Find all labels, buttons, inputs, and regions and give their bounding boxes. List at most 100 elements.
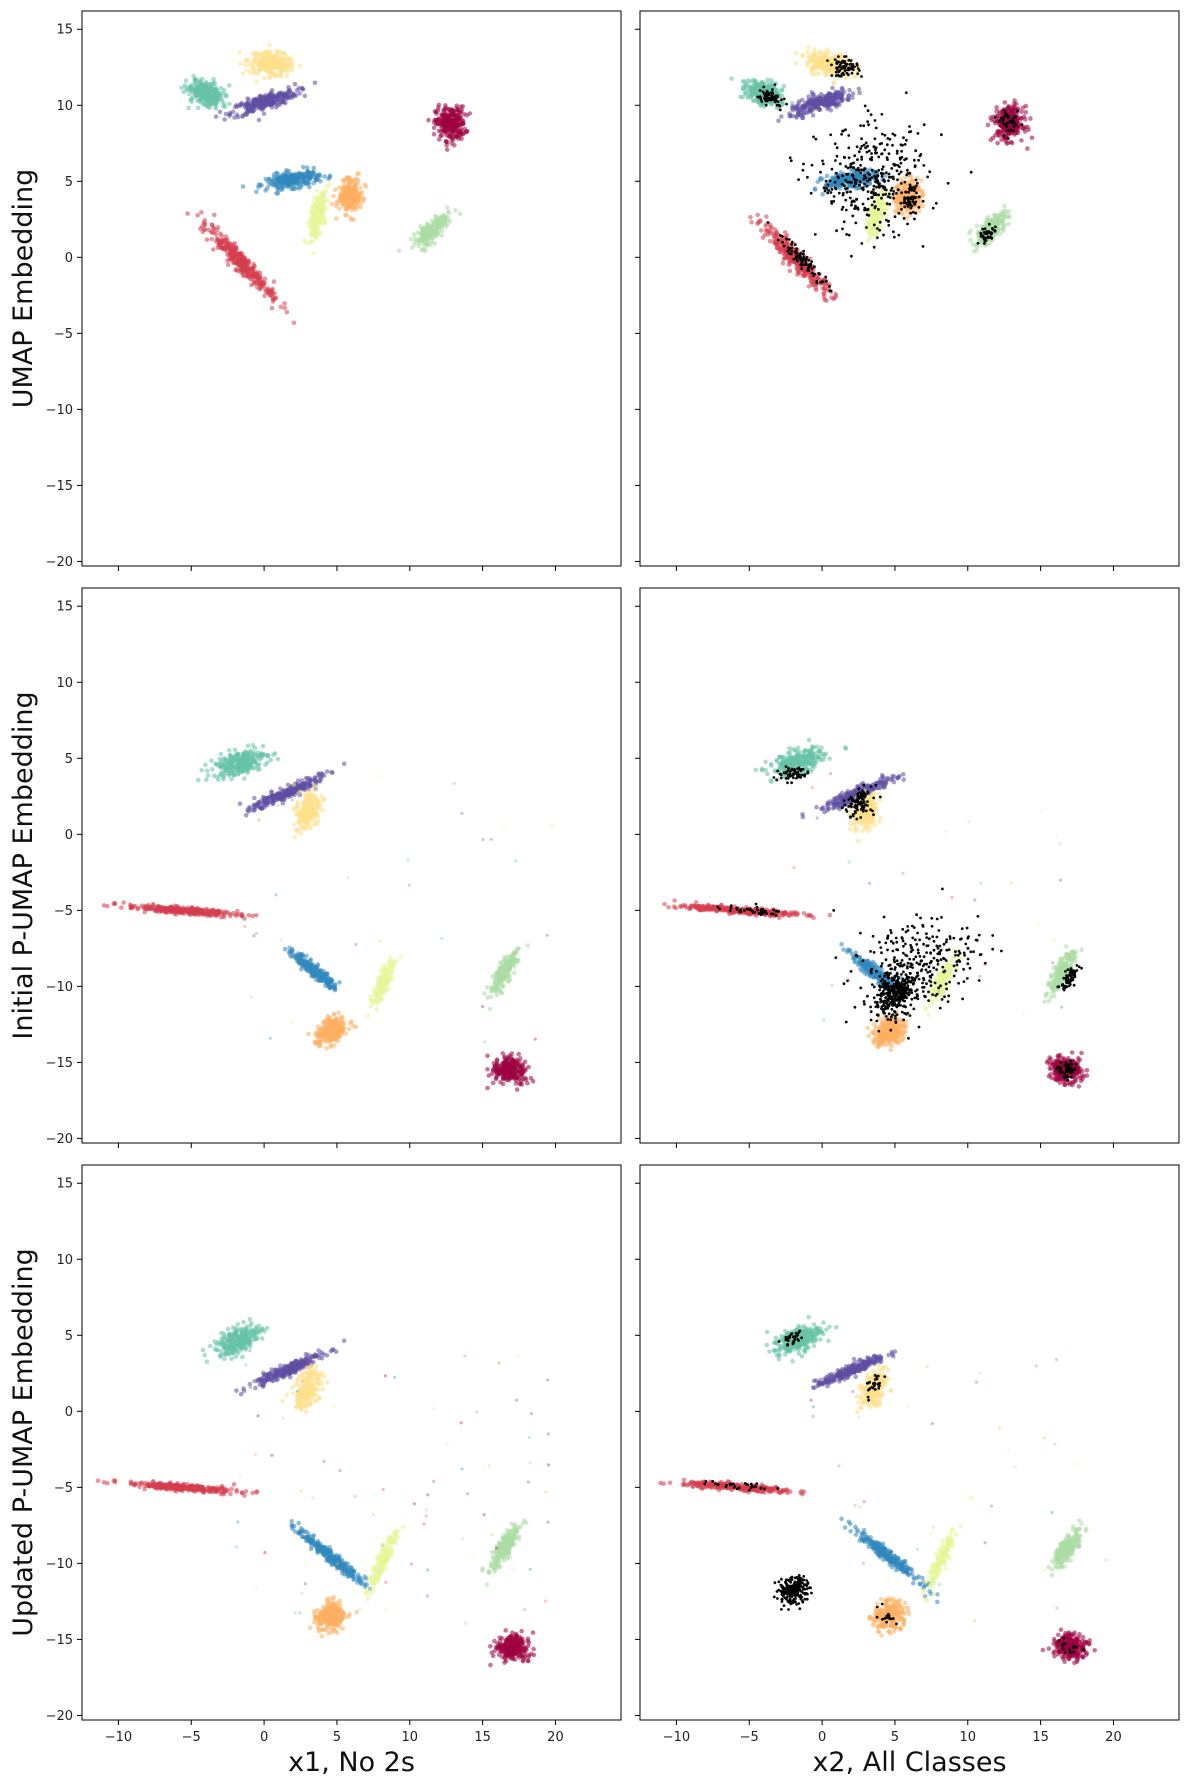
new-class-point (854, 221, 858, 225)
new-class-point (841, 59, 845, 63)
new-class-point (806, 175, 809, 179)
class-7-point (967, 230, 972, 236)
class-0-point (442, 130, 448, 136)
class-1-point (245, 268, 251, 274)
class-5-point (830, 65, 835, 71)
new-class-point (860, 155, 863, 159)
class-9-point (829, 175, 835, 181)
class-6-point (879, 215, 884, 220)
new-class-point (914, 149, 918, 153)
new-class-point (759, 95, 762, 99)
class-0-point (426, 117, 431, 123)
new-class-point (913, 217, 916, 221)
new-class-point (845, 190, 849, 194)
class-8-point (756, 85, 762, 91)
class-4-point (348, 201, 353, 206)
class-1-point (822, 285, 827, 291)
new-class-point (859, 163, 862, 167)
class-0-point (451, 112, 457, 118)
class-4-point (920, 192, 925, 198)
class-1-point (237, 259, 242, 265)
class-1-point (249, 277, 255, 282)
class-10-point (297, 91, 303, 96)
class-8-point (749, 87, 755, 93)
class-1-point (270, 294, 276, 300)
new-class-point (899, 143, 903, 147)
class-10-point (834, 104, 839, 110)
class-5-point (261, 56, 266, 62)
new-class-point (848, 63, 852, 66)
class-1-point (219, 233, 224, 238)
class-10-point (787, 114, 793, 119)
class-0-point (996, 132, 1002, 138)
class-6-point (872, 226, 877, 231)
class-9-point (292, 186, 297, 192)
class-5-point (812, 47, 817, 52)
class-6-point (319, 209, 325, 214)
class-1-point (234, 266, 239, 272)
panel-umap-embedding-x2-all-classes (635, 10, 1180, 571)
class-1-point (239, 267, 244, 273)
class-0-point (1002, 100, 1008, 105)
new-class-point (898, 157, 902, 161)
new-class-point (859, 171, 863, 175)
new-class-point (835, 154, 839, 158)
class-10-point (800, 97, 805, 103)
class-10-point (239, 100, 245, 106)
class-4-point (351, 179, 356, 184)
y-tick-label: 0 (65, 251, 73, 266)
class-7-point (429, 218, 435, 223)
class-10-point (838, 94, 844, 100)
new-class-point (863, 167, 867, 171)
new-class-point (883, 133, 887, 137)
new-class-point (866, 120, 870, 124)
class-10-point (294, 87, 300, 93)
new-class-point (862, 143, 866, 147)
class-5-point (284, 73, 290, 79)
class-9-point (240, 184, 246, 189)
new-class-point (888, 192, 891, 196)
new-class-point (769, 91, 773, 95)
new-class-point (833, 180, 837, 184)
class-7-point (411, 232, 417, 237)
class-9-point (311, 165, 317, 171)
new-class-point (834, 70, 838, 74)
class-7-point (437, 227, 442, 233)
class-5-point (283, 67, 289, 73)
class-1-point (258, 284, 264, 290)
class-5-point (279, 55, 284, 61)
class-6-point (315, 205, 320, 211)
class-0-point (448, 129, 454, 135)
class-6-point (314, 188, 319, 193)
class-5-point (254, 57, 259, 62)
class-8-point (215, 97, 221, 103)
class-9-point (289, 175, 295, 180)
class-4-point (894, 196, 900, 202)
new-class-point (845, 71, 849, 75)
new-class-point (864, 146, 867, 150)
class-10-point (846, 93, 852, 98)
class-7-point (422, 239, 428, 245)
class-0-point (994, 109, 999, 114)
class-5-point (261, 62, 267, 68)
class-1-point (774, 229, 779, 235)
class-1-point (206, 227, 212, 233)
class-10-point (808, 107, 813, 113)
class-7-point (1002, 222, 1007, 228)
new-class-point (856, 166, 860, 170)
class-9-point (297, 186, 302, 191)
class-1-point (211, 247, 216, 252)
class-10-point (287, 89, 292, 95)
class-6-point (306, 241, 312, 246)
new-class-point (899, 161, 903, 165)
class-4-point (904, 209, 910, 214)
class-1-point (260, 280, 265, 285)
new-class-point (855, 64, 859, 67)
new-class-point (896, 163, 900, 167)
class-5-point (290, 67, 295, 73)
new-class-point (904, 91, 908, 95)
new-class-point (797, 178, 800, 182)
class-10-point (279, 98, 285, 103)
new-class-point (813, 233, 817, 236)
new-class-point (889, 175, 893, 179)
